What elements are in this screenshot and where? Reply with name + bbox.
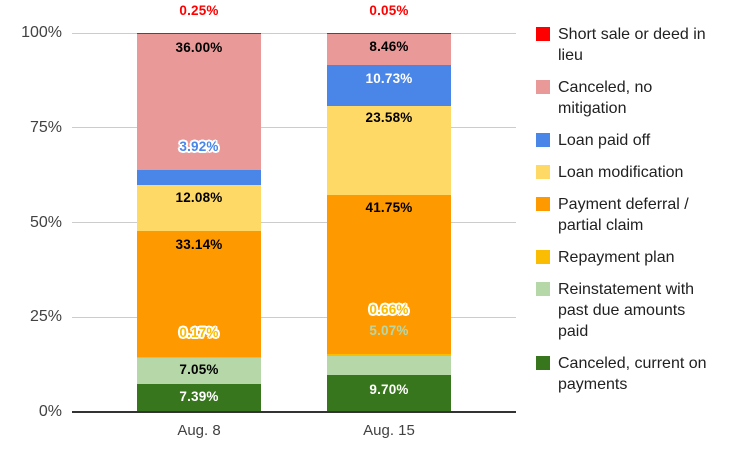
legend-item-label: Short sale or deed in lieu xyxy=(558,26,706,64)
legend-item: Payment deferral / partial claim xyxy=(536,194,710,236)
value-label: 8.46% xyxy=(369,39,409,54)
bar-segment xyxy=(137,185,261,232)
value-label: 41.75% xyxy=(365,200,413,215)
bar-segment xyxy=(137,231,261,357)
value-label: 9.70% xyxy=(369,382,409,397)
legend-item: Canceled, no mitigation xyxy=(536,77,710,119)
y-axis-tick: 100% xyxy=(21,24,62,41)
y-axis-tick: 75% xyxy=(29,118,62,136)
value-label: 7.05% xyxy=(179,362,219,377)
bar-segment xyxy=(327,105,451,196)
y-axis-tick: 0% xyxy=(38,403,62,420)
y-axis-tick: 50% xyxy=(29,213,62,231)
value-label: 7.39% xyxy=(179,389,219,404)
legend-swatch-icon xyxy=(536,282,550,296)
legend-item: Loan modification xyxy=(536,162,710,183)
legend-swatch-icon xyxy=(536,27,550,41)
bar-aug-15 xyxy=(327,33,451,412)
legend-item: Repayment plan xyxy=(536,247,710,268)
bar-segment xyxy=(327,375,451,412)
bar-segment xyxy=(327,353,451,357)
legend-item: Short sale or deed in lieu xyxy=(536,24,710,66)
x-axis-baseline xyxy=(72,411,516,413)
legend-item: Reinstatement with past due amounts paid xyxy=(536,279,710,342)
value-label: 0.17% xyxy=(179,325,219,340)
x-axis-category-label: Aug. 8 xyxy=(177,422,221,439)
legend-item-label: Loan paid off xyxy=(558,132,651,149)
legend-item: Loan paid off xyxy=(536,130,710,151)
legend-item-label: Repayment plan xyxy=(558,249,675,266)
gridline xyxy=(72,316,516,318)
legend-item-label: Reinstatement with past due amounts paid xyxy=(558,281,695,340)
legend-item-label: Canceled, no mitigation xyxy=(558,79,653,117)
legend: Short sale or deed in lieu Canceled, no m… xyxy=(536,24,710,395)
gridline xyxy=(72,32,516,34)
bar-segment xyxy=(327,33,451,66)
bar-segment xyxy=(327,356,451,376)
legend-swatch-icon xyxy=(536,165,550,179)
bar-segment xyxy=(137,384,261,412)
bar-segment xyxy=(137,33,261,34)
value-label: 10.73% xyxy=(365,71,413,86)
x-axis-category-label: Aug. 15 xyxy=(363,422,415,439)
value-label: 0.66% xyxy=(369,302,409,317)
bar-segment xyxy=(137,33,261,171)
bar-segment xyxy=(327,65,451,106)
legend-swatch-icon xyxy=(536,250,550,264)
bar-segment xyxy=(137,170,261,186)
value-label: 36.00% xyxy=(175,40,223,55)
legend-swatch-icon xyxy=(536,356,550,370)
value-label: 12.08% xyxy=(175,190,223,205)
value-label: 0.05% xyxy=(369,3,409,18)
gridline xyxy=(72,127,516,129)
legend-swatch-icon xyxy=(536,197,550,211)
gridline xyxy=(72,222,516,223)
legend-item: Canceled, current on payments xyxy=(536,353,710,395)
legend-item-label: Payment deferral / partial claim xyxy=(558,196,689,234)
legend-item-label: Loan modification xyxy=(558,164,684,181)
y-axis-tick: 25% xyxy=(29,308,62,326)
legend-item-label: Canceled, current on payments xyxy=(558,355,707,393)
value-label: 0.25% xyxy=(179,3,219,18)
value-label: 5.07% xyxy=(369,323,409,338)
legend-swatch-icon xyxy=(536,133,550,147)
bar-aug-8 xyxy=(137,33,261,412)
bar-segment xyxy=(327,195,451,354)
bar-segment xyxy=(137,357,261,384)
value-label: 23.58% xyxy=(365,110,413,125)
bar-segment xyxy=(137,356,261,358)
legend-swatch-icon xyxy=(536,80,550,94)
value-label: 33.14% xyxy=(175,237,223,252)
value-label: 3.92% xyxy=(179,139,219,154)
